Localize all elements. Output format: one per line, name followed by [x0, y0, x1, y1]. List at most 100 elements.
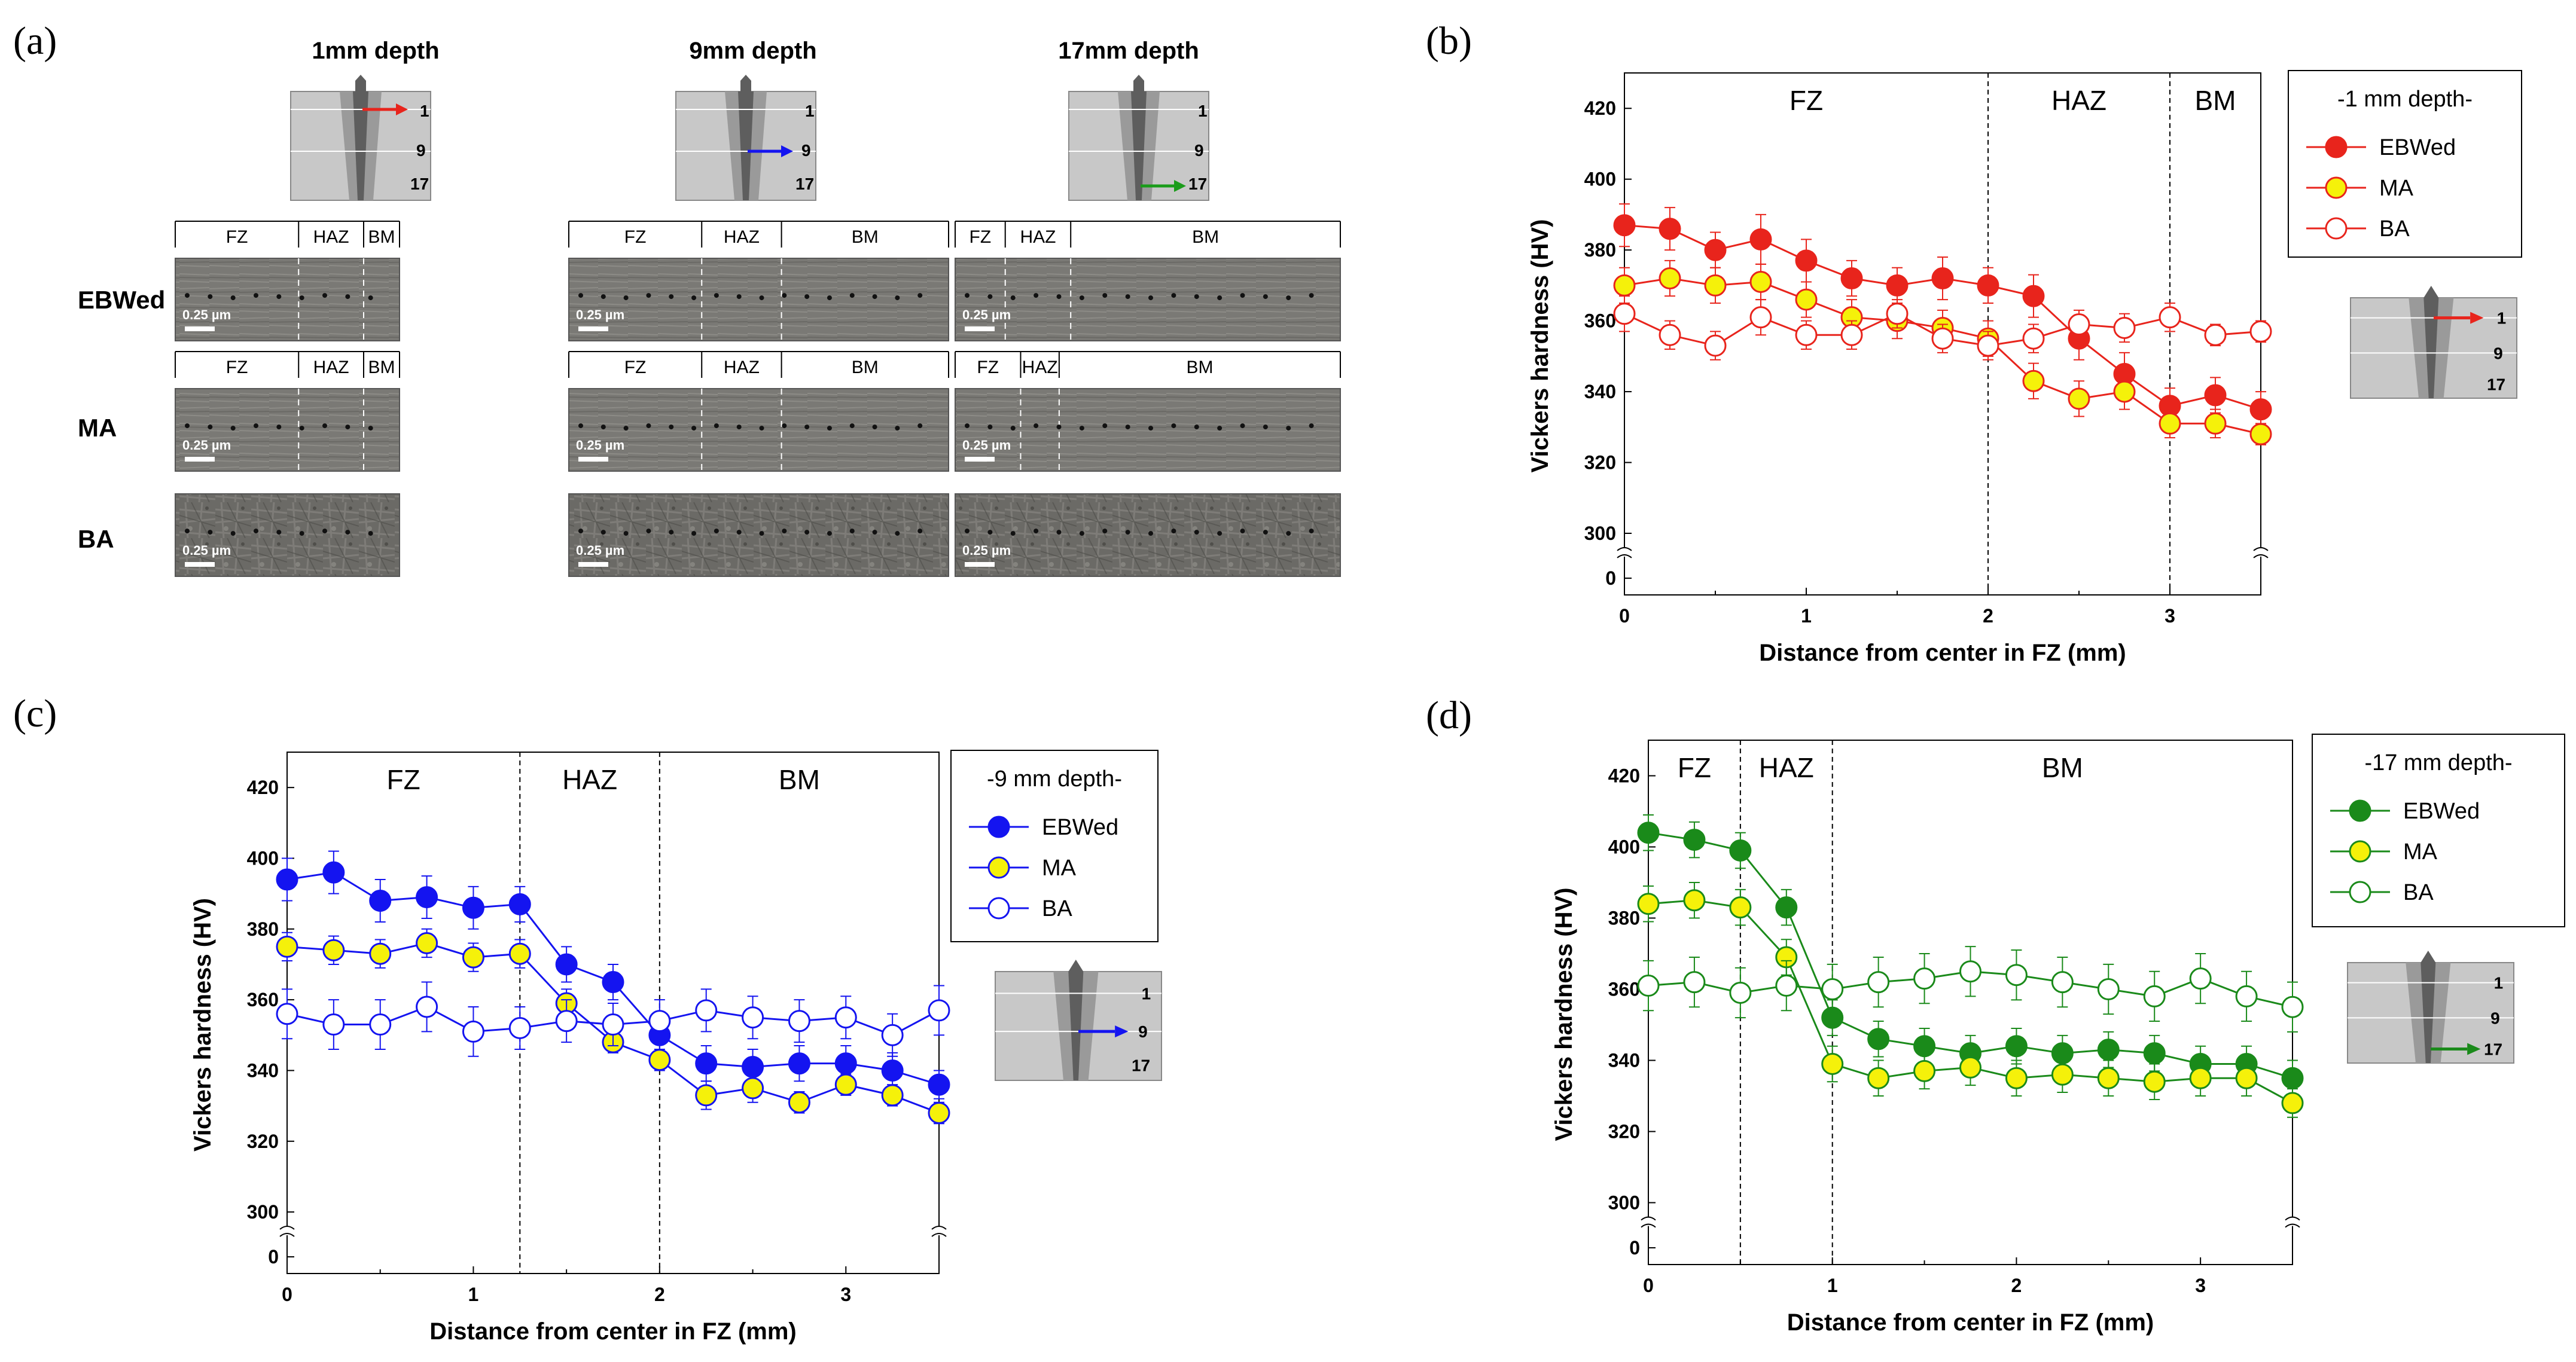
indent-dot: [1010, 531, 1016, 536]
schem-depth-1: 1: [1198, 102, 1208, 120]
panel-label: (c): [13, 692, 57, 735]
scale-bar: [185, 457, 215, 462]
indent-dot: [1286, 295, 1291, 301]
zone-label-bm: BM: [779, 764, 820, 795]
indent-dot: [759, 295, 764, 301]
zone-label-bm: BM: [2042, 752, 2083, 783]
indent-dot: [322, 293, 327, 298]
indent-dot: [1240, 293, 1245, 298]
legend-label-ba: BA: [2403, 880, 2434, 905]
indent-dot: [578, 293, 583, 298]
indent-dot: [345, 530, 350, 535]
schematic-arrowhead: [2467, 1043, 2481, 1055]
indent-dot: [827, 295, 832, 301]
schematic-depth-9: 9: [1138, 1022, 1148, 1041]
data-point-ebwed: [2204, 384, 2227, 407]
scale-bar-label: 0.25 µm: [182, 543, 231, 558]
data-point-ba: [788, 1010, 810, 1033]
data-point-ba: [1959, 960, 1981, 983]
indent-dot: [600, 530, 606, 535]
legend-label-ebwed: EBWed: [1042, 815, 1118, 840]
indent-dot: [782, 293, 787, 298]
chart-c: (c) 300 320 340 360 380 400 420 00 1 2 3 Distance fr…: [13, 692, 1162, 1345]
indent-dot: [987, 530, 993, 535]
micrograph-image: [955, 258, 1341, 341]
schematic-fz: [2423, 298, 2439, 398]
legend-box: [950, 750, 1159, 942]
indent-dot: [987, 425, 993, 430]
data-point-ba: [602, 1013, 624, 1036]
indent-dot: [1194, 530, 1199, 535]
y-tick-label: 380: [1608, 908, 1640, 929]
indent-dot: [1148, 295, 1153, 301]
data-point-ba: [416, 995, 438, 1018]
data-point-ba: [2097, 978, 2120, 1001]
data-point-ebwed: [602, 971, 624, 994]
zone-label-bm: BM: [368, 227, 395, 247]
x-tick-label: 2: [654, 1284, 665, 1305]
data-point-ma: [928, 1101, 950, 1124]
data-point-ba: [1749, 306, 1772, 329]
data-point-ebwed: [1840, 267, 1863, 290]
data-point-ma: [695, 1084, 718, 1107]
micrograph-image: [955, 493, 1341, 577]
data-point-ba: [1659, 323, 1681, 346]
y-tick-label: 300: [247, 1201, 279, 1223]
indent-dot: [254, 423, 258, 429]
scale-bar-label: 0.25 µm: [962, 307, 1011, 322]
data-point-ba: [1840, 323, 1863, 346]
data-point-ma: [1613, 274, 1636, 297]
zone-label-fz: FZ: [226, 227, 248, 247]
data-point-ebwed: [881, 1059, 904, 1082]
zone-label-bm: BM: [852, 227, 879, 247]
data-point-ma: [2143, 1070, 2166, 1093]
x-axis-label: Distance from center in FZ (mm): [429, 1318, 796, 1345]
scale-bar-label: 0.25 µm: [962, 543, 1011, 558]
indent-dot: [254, 529, 258, 534]
x-axis-label: Distance from center in FZ (mm): [1759, 640, 2126, 666]
data-point-ma: [2005, 1067, 2028, 1089]
indent-dot: [895, 426, 900, 431]
micrograph-image: [568, 388, 949, 472]
indent-dot: [714, 529, 719, 534]
indent-dot: [1102, 423, 1108, 429]
weld-schematic-17mm: 1 9 17: [1068, 75, 1209, 201]
data-point-ebwed: [508, 893, 531, 915]
indent-dot: [827, 426, 832, 431]
data-point-ba: [834, 1006, 857, 1029]
panel-label: (b): [1426, 19, 1472, 63]
legend-marker: [2325, 176, 2348, 199]
y-tick-label: 0: [1605, 567, 1616, 589]
indent-dot: [299, 531, 304, 536]
micrograph-image: [568, 493, 949, 577]
x-tick-label: 3: [2165, 605, 2175, 627]
legend-label-ba: BA: [2379, 216, 2410, 242]
schem-depth-9: 9: [416, 141, 426, 160]
indent-dot: [714, 423, 719, 429]
y-tick-label: 320: [247, 1131, 279, 1152]
data-point-ma: [2189, 1067, 2212, 1089]
indent-dot: [1194, 425, 1199, 430]
data-point-ba: [1913, 967, 1936, 990]
x-tick-label: 2: [1983, 605, 1993, 627]
indent-dot: [208, 294, 213, 300]
x-tick-label: 1: [1827, 1275, 1838, 1296]
schematic-depth-1: 1: [2494, 974, 2504, 993]
axis-break-mark: [2285, 1216, 2300, 1221]
zone-label-haz: HAZ: [1759, 752, 1814, 783]
data-point-ebwed: [1775, 896, 1798, 919]
data-point-ba: [2113, 316, 2136, 339]
legend-label-ebwed: EBWed: [2379, 135, 2456, 160]
y-tick-label: 360: [1584, 310, 1616, 332]
legend-label-ma: MA: [2379, 176, 2414, 201]
indent-dot: [1217, 531, 1223, 536]
data-point-ma: [881, 1084, 904, 1107]
indent-dot: [600, 294, 606, 300]
axis-break-mark: [1641, 1223, 1656, 1228]
indent-dot: [782, 529, 787, 534]
indent-dot: [1171, 529, 1176, 534]
indent-dot: [1079, 531, 1084, 536]
data-point-ba: [369, 1013, 392, 1036]
